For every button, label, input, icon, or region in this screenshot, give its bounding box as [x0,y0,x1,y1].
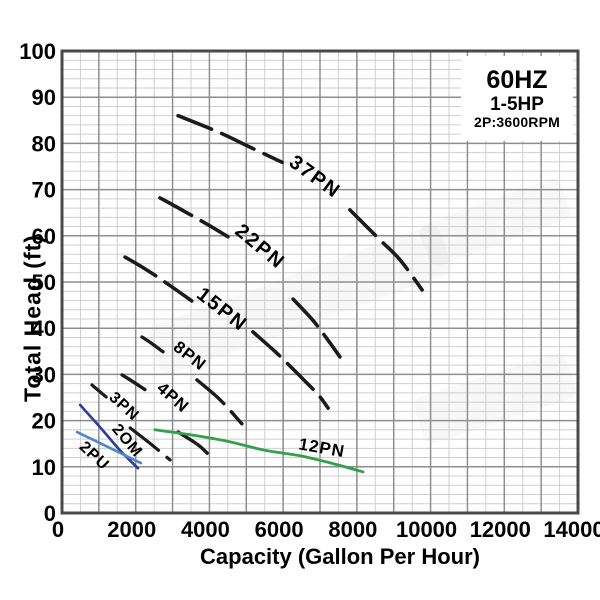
info-box-horsepower: 1-5HP [490,94,544,116]
curve-37PN [348,208,424,292]
x-tick-label: 10000 [396,517,457,542]
curve-label-37PN: 37PN [285,151,345,203]
curve-22PN [291,297,342,359]
curve-label-2PU: 2PU [76,438,113,474]
info-box: 60HZ 1-5HP 2P:3600RPM [461,56,573,141]
curve-12PN [153,428,365,474]
watermark [419,178,571,266]
y-tick-label: 20 [32,409,56,434]
x-tick-label: 0 [52,517,64,542]
y-axis-title: Total Head (ft) [19,234,46,402]
curve-2PU [75,430,143,465]
y-tick-label: 80 [32,131,56,156]
curve-8PN [140,335,165,354]
x-tick-label: 14000 [543,517,600,542]
x-tick-label: 12000 [470,517,531,542]
curve-3PN [128,426,172,462]
curve-22PN [158,196,230,239]
curve-3PN [90,383,108,399]
x-tick-label: 4000 [181,517,230,542]
y-tick-label: 100 [19,39,56,64]
curve-2OM [78,403,140,470]
x-tick-label: 6000 [255,517,304,542]
y-tick-label: 10 [32,455,56,480]
x-axis-title: Capacity (Gallon Per Hour) [200,544,480,569]
curve-label-3PN: 3PN [106,389,143,424]
curve-4PN [120,373,147,392]
y-tick-label: 40 [32,316,56,341]
x-tick-label: 8000 [328,517,377,542]
y-tick-label: 70 [32,178,56,203]
plot-border [60,49,580,515]
info-box-rpm: 2P:3600RPM [473,114,561,131]
curve-15PN [123,255,194,303]
curve-37PN [176,113,284,165]
curve-8PN [195,378,244,426]
y-tick-label: 60 [32,224,56,249]
y-tick-label: 90 [32,85,56,110]
y-tick-label: 50 [32,270,56,295]
x-tick-label: 2000 [107,517,156,542]
curve-label-22PN: 22PN [231,220,290,274]
curve-15PN [251,330,330,410]
y-tick-label: 30 [32,362,56,387]
info-box-frequency: 60HZ [486,66,548,95]
y-tick-label: 0 [44,501,56,526]
